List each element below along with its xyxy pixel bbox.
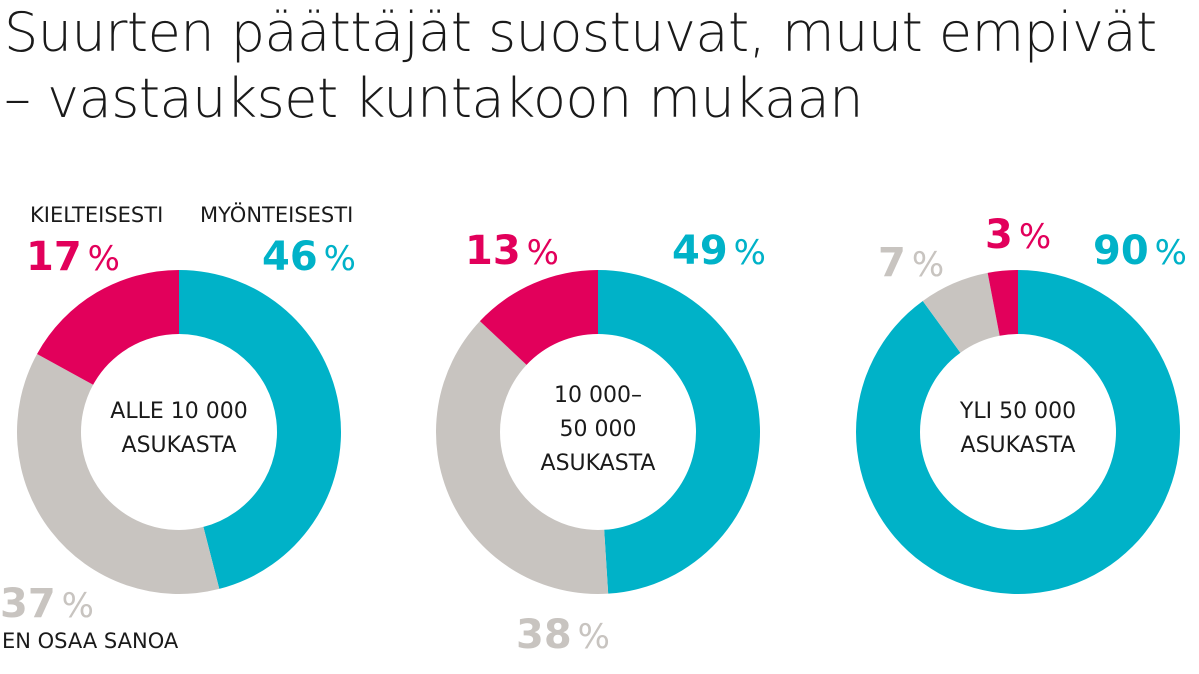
title-line-2: – vastaukset kuntakoon mukaan (4, 67, 864, 130)
value-label-myonteisesti-chart-2: 49% (672, 228, 766, 274)
value-label-en-osaa-sanoa-chart-1: 37% (0, 581, 94, 627)
center-label-chart-2-line-2: 50 000 (560, 417, 637, 442)
slice-myonteisesti-chart-3 (856, 270, 1180, 594)
value-label-en-osaa-sanoa-chart-3: 7% (878, 240, 944, 286)
value-label-myonteisesti-chart-3: 90% (1093, 228, 1187, 274)
center-label-chart-1-line-1: ALLE 10 000 (110, 399, 247, 424)
center-label-chart-2-line-3: ASUKASTA (541, 451, 656, 476)
center-label-chart-1-line-2: ASUKASTA (122, 433, 237, 458)
slice-myonteisesti-chart-2 (598, 270, 761, 594)
value-label-kielteisesti-chart-1: 17% (26, 234, 120, 280)
value-label-myonteisesti-chart-1: 46% (262, 234, 356, 280)
center-label-chart-3-line-2: ASUKASTA (961, 433, 1076, 458)
center-label-chart-2-line-1: 10 000– (554, 383, 642, 408)
center-label-chart-3-line-1: YLI 50 000 (959, 399, 1076, 424)
value-label-en-osaa-sanoa-chart-2: 38% (516, 612, 610, 658)
value-label-kielteisesti-chart-3: 3% (985, 212, 1051, 258)
value-label-kielteisesti-chart-2: 13% (465, 228, 559, 274)
slice-myonteisesti-chart-1 (179, 270, 342, 589)
label-no: KIELTEISESTI (30, 203, 163, 227)
label-dontknow: EN OSAA SANOA (2, 629, 179, 653)
slice-kielteisesti-chart-3 (987, 270, 1018, 336)
slice-en-osaa-sanoa-chart-1 (16, 353, 220, 595)
title-line-1: Suurten päättäjät suostuvat, muut empivä… (4, 1, 1157, 64)
slice-en-osaa-sanoa-chart-2 (435, 321, 609, 595)
slice-en-osaa-sanoa-chart-3 (922, 272, 1000, 353)
slice-kielteisesti-chart-2 (479, 270, 598, 365)
label-yes: MYÖNTEISESTI (200, 202, 353, 227)
slice-kielteisesti-chart-1 (37, 270, 180, 385)
chart-title: Suurten päättäjät suostuvat, muut empivä… (4, 0, 1194, 132)
